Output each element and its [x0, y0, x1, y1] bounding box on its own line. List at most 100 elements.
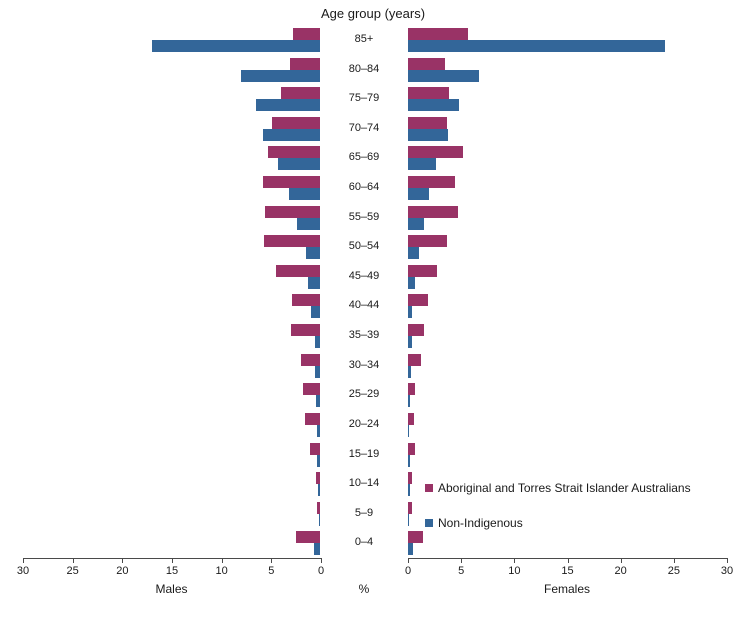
age-group-label-5–9: 5–9 — [354, 506, 374, 519]
bar-male-85+-indigenous — [293, 28, 320, 40]
bar-female-5–9-indigenous — [408, 501, 413, 514]
female-row-60–64 — [408, 173, 726, 203]
bar-male-5–9-indigenous — [317, 501, 320, 514]
legend-label-indigenous: Aboriginal and Torres Strait Islander Au… — [438, 481, 691, 495]
bar-female-25–29-indigenous — [408, 383, 416, 396]
bar-male-65–69-non-indigenous — [278, 158, 320, 171]
bar-male-15–19-non-indigenous — [317, 454, 320, 467]
bar-female-10–14-indigenous — [408, 472, 413, 485]
bar-female-40–44-indigenous — [408, 294, 429, 307]
tick-mark-25 — [673, 558, 675, 563]
tick-mark-25 — [72, 558, 74, 563]
bar-male-20–24-non-indigenous — [317, 424, 320, 437]
bar-female-15–19-indigenous — [408, 442, 416, 455]
tick-mark-15 — [172, 558, 173, 563]
age-group-label-70–74: 70–74 — [348, 121, 380, 134]
bar-male-45–49-indigenous — [276, 264, 320, 277]
female-row-0–4 — [408, 528, 726, 558]
age-group-label-40–44: 40–44 — [348, 299, 380, 312]
tick-mark-10 — [514, 558, 516, 563]
age-group-label-60–64: 60–64 — [348, 181, 380, 194]
male-row-10–14 — [23, 469, 320, 499]
tick-mark-20 — [620, 558, 622, 563]
female-row-30–34 — [408, 351, 726, 381]
female-row-85+ — [408, 25, 726, 55]
male-row-30–34 — [23, 351, 320, 381]
male-row-65–69 — [23, 143, 320, 173]
age-group-label-column: 85+ 80–84 75–79 70–74 65–69 60–64 55–59 50–54 45… — [320, 25, 408, 558]
bar-male-10–14-indigenous — [316, 472, 320, 485]
males-x-axis: 30 25 20 15 10 5 0 — [17, 558, 324, 577]
bar-female-35–39-non-indigenous — [408, 336, 413, 349]
bar-male-80–84-indigenous — [290, 57, 320, 70]
males-axis-label: Males — [155, 582, 188, 596]
female-row-50–54 — [408, 232, 726, 262]
male-row-50–54 — [23, 232, 320, 262]
tick-mark-5 — [271, 558, 273, 563]
age-group-label-50–54: 50–54 — [348, 240, 380, 253]
bar-male-85+-non-indigenous — [151, 40, 320, 52]
bar-male-65–69-indigenous — [267, 146, 320, 159]
bar-female-50–54-indigenous — [408, 235, 448, 248]
bar-female-30–34-non-indigenous — [408, 365, 412, 378]
bar-female-85+-non-indigenous — [408, 40, 665, 52]
bar-female-80–84-indigenous — [408, 57, 446, 70]
bar-male-30–34-indigenous — [301, 353, 320, 366]
bar-female-75–79-indigenous — [408, 87, 450, 100]
male-row-80–84 — [23, 55, 320, 85]
age-group-label-45–49: 45–49 — [348, 269, 380, 282]
bar-female-45–49-indigenous — [408, 264, 437, 277]
bar-female-35–39-indigenous — [408, 324, 424, 337]
bar-female-60–64-non-indigenous — [408, 188, 430, 201]
bar-female-55–59-indigenous — [408, 205, 458, 218]
tick-label-15: 15 — [561, 565, 574, 577]
bar-female-25–29-non-indigenous — [408, 395, 411, 408]
tick-label-20: 20 — [614, 565, 627, 577]
tick-label-30: 30 — [720, 565, 734, 577]
age-group-label-65–69: 65–69 — [348, 151, 380, 164]
bar-male-0–4-non-indigenous — [314, 543, 320, 556]
legend-item-indigenous: Aboriginal and Torres Strait Islander Au… — [425, 481, 691, 495]
female-row-15–19 — [408, 440, 726, 470]
bar-female-55–59-non-indigenous — [408, 217, 424, 230]
bar-male-40–44-non-indigenous — [311, 306, 320, 319]
male-row-70–74 — [23, 114, 320, 144]
bar-male-75–79-indigenous — [281, 87, 320, 100]
bar-male-50–54-non-indigenous — [306, 247, 320, 260]
bar-male-20–24-indigenous — [305, 412, 320, 425]
bar-male-50–54-indigenous — [263, 235, 320, 248]
legend-label-non-indigenous: Non-Indigenous — [438, 516, 523, 530]
male-row-25–29 — [23, 380, 320, 410]
age-group-label-0–4: 0–4 — [354, 536, 374, 549]
age-group-label-15–19: 15–19 — [348, 447, 380, 460]
age-group-label-35–39: 35–39 — [348, 329, 380, 342]
tick-label-25: 25 — [66, 565, 79, 577]
bar-male-25–29-non-indigenous — [316, 395, 320, 408]
legend: Aboriginal and Torres Strait Islander Au… — [425, 481, 691, 552]
tick-label-25: 25 — [667, 565, 680, 577]
females-bars-panel — [408, 25, 726, 558]
indigenous-swatch-icon — [425, 484, 433, 492]
bar-male-80–84-non-indigenous — [240, 69, 320, 82]
tick-label-5: 5 — [458, 565, 465, 577]
bar-male-15–19-indigenous — [310, 442, 320, 455]
bar-male-55–59-non-indigenous — [297, 217, 320, 230]
tick-mark-30 — [727, 558, 728, 563]
female-row-65–69 — [408, 143, 726, 173]
female-row-70–74 — [408, 114, 726, 144]
female-row-20–24 — [408, 410, 726, 440]
bar-male-60–64-non-indigenous — [289, 188, 320, 201]
bar-male-25–29-indigenous — [303, 383, 320, 396]
tick-label-0: 0 — [317, 565, 325, 577]
non-indigenous-swatch-icon — [425, 519, 433, 527]
male-row-20–24 — [23, 410, 320, 440]
male-row-85+ — [23, 25, 320, 55]
tick-mark-10 — [221, 558, 223, 563]
bar-male-60–64-indigenous — [262, 176, 320, 189]
male-row-15–19 — [23, 440, 320, 470]
bar-female-20–24-indigenous — [408, 412, 415, 425]
female-row-80–84 — [408, 55, 726, 85]
bar-female-40–44-non-indigenous — [408, 306, 413, 319]
bar-female-80–84-non-indigenous — [408, 69, 480, 82]
